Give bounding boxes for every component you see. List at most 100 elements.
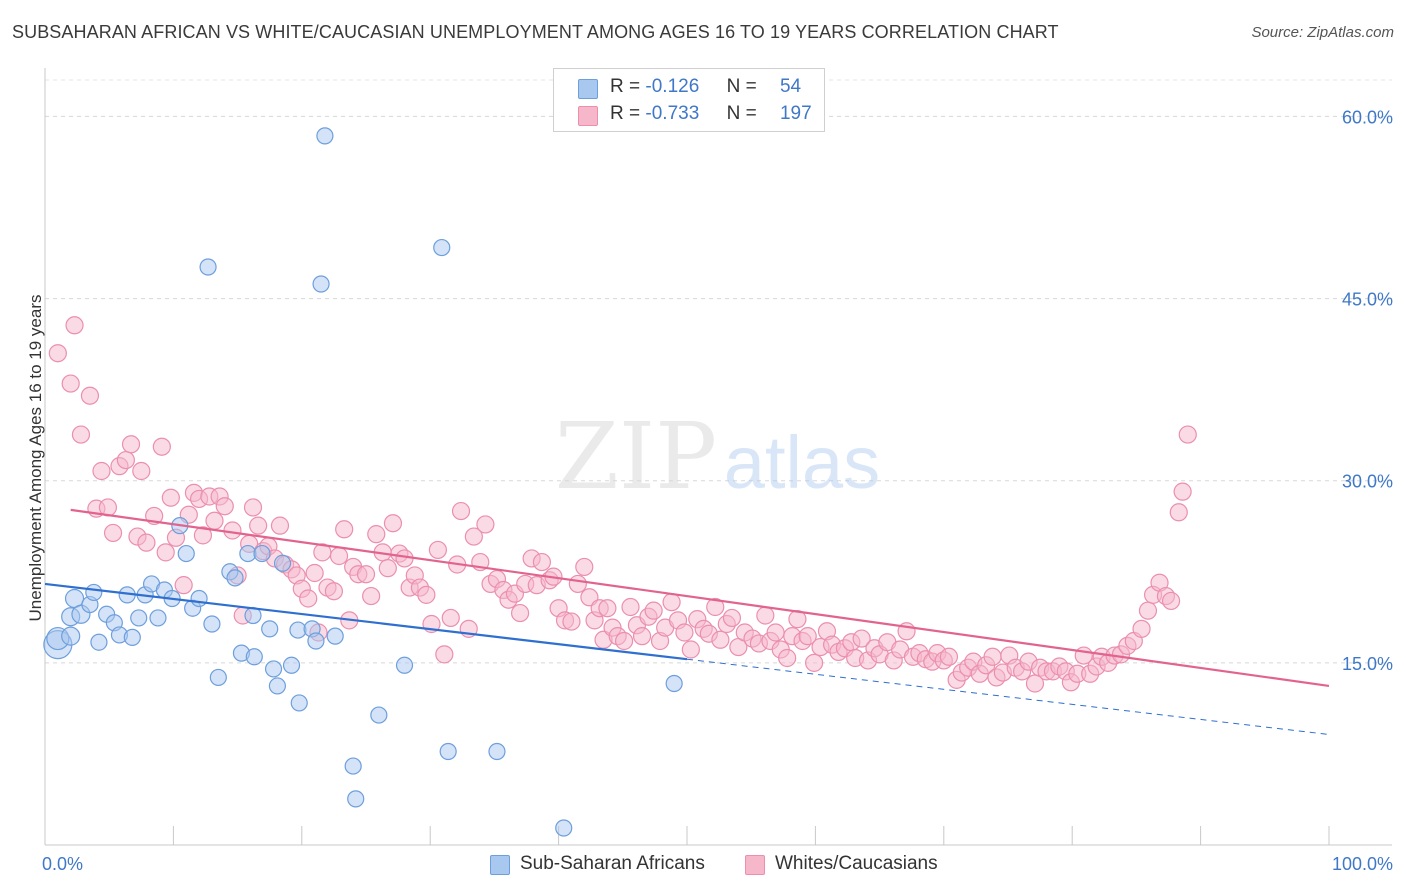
- subsaharan-point: [123, 628, 141, 646]
- legend-n-label: N =: [726, 103, 757, 124]
- watermark-zip: ZIP: [555, 403, 717, 510]
- subsaharan-point: [307, 632, 325, 650]
- whites-point: [983, 647, 1002, 666]
- whites-point: [205, 511, 224, 530]
- legend-swatch-blue: [578, 79, 598, 99]
- subsaharan-point: [488, 742, 506, 761]
- bottom-legend-label-blue: Sub-Saharan Africans: [520, 853, 705, 874]
- whites-point: [568, 574, 587, 594]
- subsaharan-point: [433, 238, 451, 257]
- subsaharan-point: [312, 275, 330, 293]
- whites-point: [103, 523, 123, 543]
- whites-point: [476, 515, 495, 534]
- subsaharan-point: [261, 620, 279, 638]
- whites-point: [798, 627, 817, 646]
- subsaharan-point: [326, 627, 344, 645]
- whites-point: [71, 425, 91, 444]
- whites-point: [1169, 503, 1188, 522]
- legend-swatch-pink: [578, 106, 598, 126]
- whites-point: [116, 450, 135, 470]
- whites-point: [681, 640, 700, 659]
- subsaharan-point: [203, 615, 221, 633]
- whites-point: [1173, 482, 1192, 501]
- whites-point: [662, 593, 681, 612]
- subsaharan-point: [290, 694, 308, 712]
- subsaharan-point: [347, 790, 365, 808]
- whites-point: [510, 603, 530, 623]
- subsaharan-point: [344, 757, 362, 775]
- whites-point: [243, 498, 263, 517]
- bottom-legend-label-pink: Whites/Caucasians: [775, 853, 938, 874]
- whites-point: [852, 629, 871, 648]
- whites-point: [335, 520, 354, 539]
- whites-point: [1178, 425, 1197, 444]
- whites-point: [756, 606, 775, 625]
- whites-point: [435, 645, 454, 664]
- whites-point: [1161, 591, 1181, 611]
- chart-title: SUBSAHARAN AFRICAN VS WHITE/CAUCASIAN UN…: [12, 22, 1059, 42]
- whites-point: [174, 576, 193, 595]
- subsaharan-point: [190, 589, 208, 608]
- y-tick-label: 45.0%: [1342, 290, 1393, 310]
- whites-point: [305, 563, 324, 583]
- subsaharan-point: [316, 127, 334, 145]
- whites-point: [193, 526, 213, 545]
- x-tick-labels: 0.0% 100.0%: [42, 854, 1393, 874]
- whites-trend-line: [70, 508, 1330, 688]
- subsaharan-point: [370, 706, 388, 724]
- whites-point: [121, 435, 141, 454]
- whites-point: [706, 597, 725, 617]
- subsaharan-point: [273, 554, 292, 572]
- subsaharan-point: [85, 583, 103, 602]
- whites-point: [621, 597, 640, 617]
- whites-point: [417, 585, 436, 604]
- whites-point: [614, 631, 634, 651]
- whites-point: [61, 374, 80, 393]
- trend-lines: [44, 508, 1330, 735]
- whites-point: [249, 516, 268, 535]
- source-credit: Source: ZipAtlas.com: [1251, 24, 1394, 41]
- subsaharan-point: [90, 633, 108, 651]
- subsaharan-point: [199, 258, 217, 276]
- legend-r-label: R =: [610, 76, 641, 97]
- subsaharan-point: [245, 648, 263, 666]
- subsaharan-point: [289, 621, 307, 639]
- whites-point: [805, 653, 824, 672]
- subsaharan-point: [149, 609, 167, 627]
- axes: [44, 68, 1392, 846]
- whites-point: [711, 630, 730, 649]
- y-tick-label: 60.0%: [1342, 107, 1393, 127]
- subsaharan-trend-line: [44, 582, 688, 661]
- subsaharan-point: [282, 656, 301, 674]
- y-tick-label: 15.0%: [1342, 654, 1393, 674]
- whites-point: [48, 344, 67, 363]
- legend-n-value-blue: 54: [779, 76, 802, 97]
- whites-point: [562, 612, 581, 631]
- whites-point: [223, 521, 242, 540]
- whites-point: [1132, 619, 1151, 638]
- whites-point: [378, 559, 397, 578]
- whites-point: [299, 589, 318, 608]
- whites-point: [80, 386, 100, 405]
- grid-lines: [45, 79, 1392, 664]
- x-tick-label-min: 0.0%: [42, 854, 83, 874]
- bottom-legend-swatch-pink: [745, 855, 765, 875]
- subsaharan-point: [130, 609, 148, 627]
- whites-point: [598, 599, 617, 618]
- whites-point: [156, 543, 175, 562]
- subsaharan-point: [226, 569, 244, 587]
- whites-point: [722, 608, 742, 628]
- whites-point: [766, 623, 785, 642]
- whites-point: [1138, 601, 1158, 620]
- whites-point: [65, 316, 84, 335]
- subsaharan-point: [177, 544, 195, 563]
- whites-point: [324, 582, 343, 601]
- whites-point: [137, 533, 156, 552]
- subsaharan-point: [555, 819, 573, 837]
- whites-point: [675, 623, 694, 642]
- whites-point: [464, 527, 483, 546]
- whites-point: [132, 461, 151, 481]
- subsaharan-point: [395, 656, 414, 674]
- legend-r-label: R =: [610, 103, 641, 124]
